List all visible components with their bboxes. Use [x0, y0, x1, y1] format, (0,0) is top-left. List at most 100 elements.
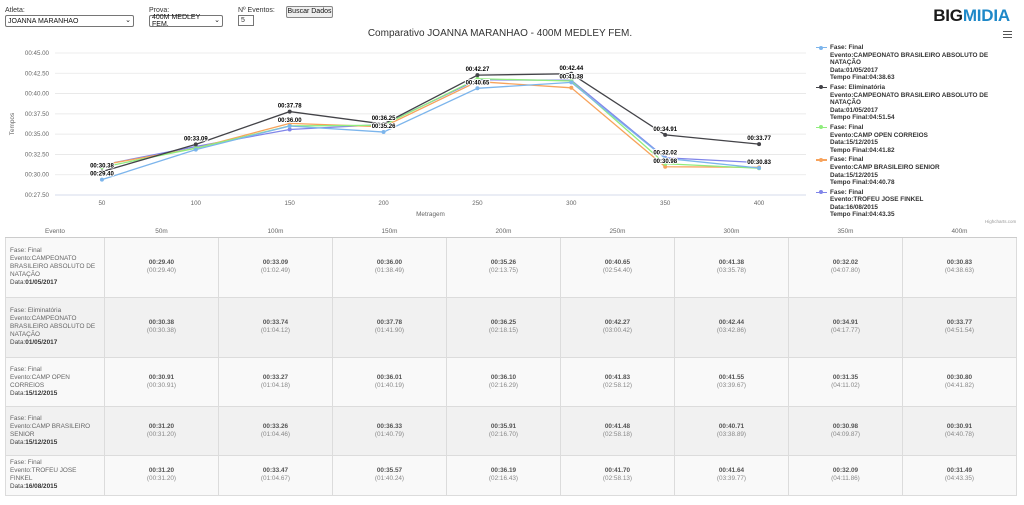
eventos-input[interactable]: 5	[238, 15, 254, 26]
table-header-250m: 250m	[560, 227, 675, 238]
line-chart: 00:27.50 00:30.00 00:32.50 00:35.00 00:37.50…	[9, 50, 806, 218]
legend-item[interactable]: Fase: Final Evento:CAMP OPEN CORREIOS Data…	[816, 124, 1016, 154]
cumulative-time: (01:04.18)	[260, 381, 291, 389]
prova-select[interactable]: 400M MEDLEY FEM. ⌄	[149, 14, 223, 28]
y-tick-label: 00:30.00	[25, 172, 50, 179]
split-time: 00:36.19	[490, 467, 517, 474]
cumulative-time: (01:04.46)	[260, 430, 291, 438]
split-cell: 00:31.20 (00:31.20)	[104, 454, 219, 496]
split-cell: 00:30.98 (04:09.87)	[788, 405, 903, 456]
cumulative-time: (01:40.19)	[374, 381, 405, 389]
legend-item[interactable]: Fase: Final Evento:CAMPEONATO BRASILEIRO …	[816, 44, 1016, 82]
split-time: 00:33.74	[262, 319, 289, 326]
legend-line: Fase: Final	[830, 44, 864, 51]
data-label: 00:34.91	[653, 127, 677, 133]
split-time: 00:41.70	[604, 467, 631, 474]
data-point	[757, 142, 762, 147]
chevron-down-icon: ⌄	[214, 17, 220, 24]
legend-item[interactable]: Fase: Final Evento:CAMP BRASILEIRO SENIOR…	[816, 156, 1016, 186]
data-point	[475, 73, 480, 78]
table-header-350m: 350m	[788, 227, 903, 238]
split-time: 00:41.83	[604, 373, 631, 381]
x-tick-label: 100	[191, 200, 202, 207]
buscar-dados-button[interactable]: Buscar Dados	[286, 6, 333, 18]
cumulative-time: (04:11.86)	[831, 475, 860, 482]
split-cell: 00:41.38 (03:35.78)	[674, 236, 789, 298]
table-header-evento: Evento	[5, 227, 105, 238]
cumulative-time: (02:58.18)	[602, 430, 633, 438]
legend-symbol-icon	[816, 189, 827, 197]
split-time: 00:40.71	[718, 422, 745, 430]
legend-text: Fase: Final Evento:CAMP OPEN CORREIOS Data…	[830, 124, 928, 154]
legend-text: Fase: Eliminatória Evento:CAMPEONATO BRAS…	[830, 84, 1016, 122]
split-cell: 00:33.47 (01:04.67)	[218, 454, 333, 496]
split-cell: 00:41.55 (03:39.67)	[674, 356, 789, 407]
split-time: 00:30.80	[946, 373, 973, 381]
menu-icon[interactable]	[1003, 31, 1012, 40]
cumulative-time: (01:38.49)	[374, 267, 405, 274]
cumulative-time: (00:30.38)	[146, 327, 177, 334]
chart-credits[interactable]: Highcharts.com	[985, 219, 1017, 224]
data-label: 00:30.38	[90, 164, 114, 170]
split-time: 00:36.01	[376, 373, 403, 381]
split-time: 00:41.48	[604, 422, 631, 430]
legend-line: Fase: Final	[830, 123, 864, 131]
cumulative-time: (04:09.87)	[830, 430, 861, 438]
event-name: Evento:CAMPEONATO BRASILEIRO ABSOLUTO DE…	[10, 315, 96, 338]
data-label: 00:33.09	[184, 136, 208, 142]
split-time: 00:30.91	[148, 373, 175, 381]
atleta-field: Atleta: JOANNA MARANHAO ⌄	[5, 6, 134, 27]
split-cell: 00:31.35 (04:11.02)	[788, 356, 903, 407]
split-cell: 00:33.09 (01:02.49)	[218, 236, 333, 298]
series-line	[101, 73, 760, 173]
eventos-label: Nº Eventos:	[238, 7, 275, 14]
prova-field: Prova: 400M MEDLEY FEM. ⌄	[149, 6, 223, 28]
cumulative-time: (01:02.49)	[260, 267, 291, 274]
x-tick-label: 150	[285, 200, 296, 207]
split-cell: 00:29.40 (00:29.40)	[104, 236, 219, 298]
split-time: 00:31.35	[832, 373, 859, 381]
split-time: 00:35.26	[490, 259, 517, 266]
split-cell: 00:36.33 (01:40.79)	[332, 405, 447, 456]
data-label: 00:36.00	[278, 118, 302, 124]
bigmidia-logo: BIGMIDIA	[933, 6, 1010, 25]
data-point	[193, 147, 198, 152]
cumulative-time: (04:11.02)	[831, 381, 860, 389]
cumulative-time: (02:58.12)	[602, 381, 633, 389]
split-cell: 00:36.10 (02:16.29)	[446, 356, 561, 407]
split-cell: 00:35.26 (02:13.75)	[446, 236, 561, 298]
table-row: Fase: Final Evento:CAMPEONATO BRASILEIRO …	[5, 236, 1017, 298]
cumulative-time: (04:17.77)	[830, 327, 861, 334]
y-tick-label: 00:40.00	[25, 91, 50, 98]
split-time: 00:32.02	[832, 259, 859, 266]
split-cell: 00:31.20 (00:31.20)	[104, 405, 219, 456]
split-time: 00:33.77	[946, 319, 973, 326]
cumulative-time: (04:41.82)	[944, 381, 975, 389]
split-cell: 00:41.48 (02:58.18)	[560, 405, 675, 456]
chevron-down-icon: ⌄	[125, 17, 131, 24]
data-point	[757, 165, 762, 170]
event-fase: Fase: Eliminatória	[10, 307, 62, 314]
table-row: Fase: Final Evento:TROFEU JOSE FINKEL Data…	[5, 454, 1017, 496]
legend-line: Evento:TROFEU JOSE FINKEL	[830, 196, 924, 204]
split-time: 00:36.25	[490, 319, 517, 326]
data-label: 00:40.65	[466, 80, 490, 86]
legend-item[interactable]: Fase: Eliminatória Evento:CAMPEONATO BRAS…	[816, 84, 1016, 122]
legend-item[interactable]: Fase: Final Evento:TROFEU JOSE FINKEL Data…	[816, 189, 1016, 219]
cumulative-time: (00:30.91)	[146, 381, 177, 389]
cumulative-time: (01:40.79)	[374, 430, 405, 438]
event-date: Data:15/12/2015	[10, 438, 58, 446]
event-fase: Fase: Final	[10, 414, 42, 422]
cumulative-time: (03:42.86)	[716, 327, 747, 334]
split-cell: 00:33.74 (01:04.12)	[218, 296, 333, 358]
cumulative-time: (04:38.63)	[944, 267, 975, 274]
legend-line: Evento:CAMP OPEN CORREIOS	[830, 131, 928, 139]
data-label: 00:32.02	[653, 150, 677, 156]
atleta-select[interactable]: JOANNA MARANHAO ⌄	[5, 15, 134, 27]
table-header-row: Evento 50m 100m 150m 200m 250m 300m 350m 400m	[5, 227, 1017, 238]
atleta-label: Atleta:	[5, 7, 25, 14]
split-cell: 00:40.65 (02:54.40)	[560, 236, 675, 298]
split-time: 00:30.38	[148, 319, 175, 326]
data-point	[475, 79, 480, 84]
data-point	[663, 156, 668, 161]
